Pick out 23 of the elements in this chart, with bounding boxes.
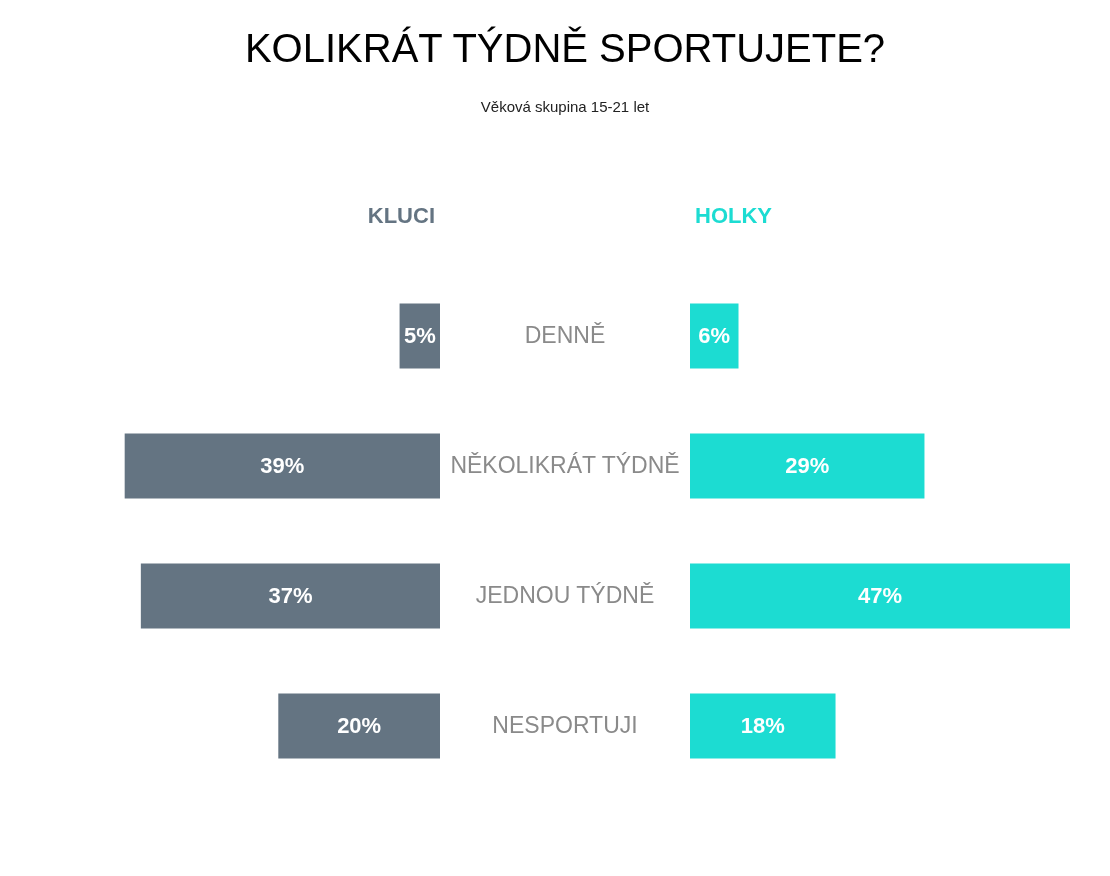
bar (690, 303, 739, 369)
data-label: 18% (740, 713, 785, 738)
bar (690, 563, 1070, 629)
bar (124, 433, 440, 499)
data-label: 20% (337, 713, 382, 738)
data-label: 47% (857, 583, 903, 608)
bar (690, 693, 836, 759)
bar (278, 693, 440, 759)
text: Věková skupina 15-21 let (480, 98, 651, 115)
text: KLUCI (367, 203, 435, 228)
text: KOLIKRÁT TÝDNĚ SPORTUJETE? (244, 26, 886, 70)
data-label: 5% (403, 323, 436, 348)
bar (690, 433, 925, 499)
y-tick-label: NESPORTUJI (492, 712, 638, 738)
text: HOLKY (695, 203, 773, 228)
bar (140, 563, 440, 629)
y-tick-label: DENNĚ (524, 322, 606, 348)
data-label: 39% (260, 453, 305, 478)
data-label: 6% (698, 323, 731, 348)
y-tick-label: NĚKOLIKRÁT TÝDNĚ (450, 452, 680, 478)
data-label: 29% (785, 453, 830, 478)
data-label: 37% (268, 583, 313, 608)
y-tick-label: JEDNOU TÝDNĚ (475, 582, 655, 608)
